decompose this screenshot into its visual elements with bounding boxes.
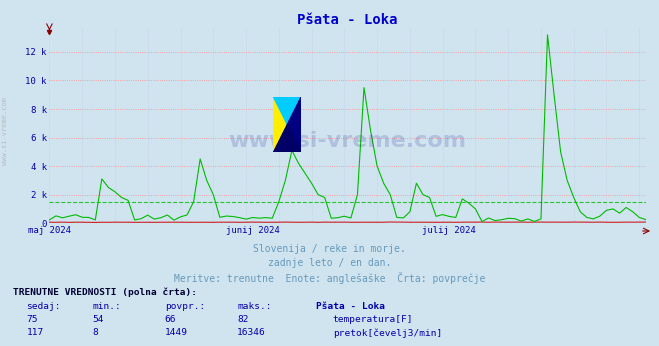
Text: 16346: 16346 xyxy=(237,328,266,337)
Text: 75: 75 xyxy=(26,315,38,324)
Text: 8: 8 xyxy=(92,328,98,337)
Polygon shape xyxy=(287,97,301,152)
Text: Meritve: trenutne  Enote: anglešaške  Črta: povprečje: Meritve: trenutne Enote: anglešaške Črta… xyxy=(174,272,485,284)
Text: 54: 54 xyxy=(92,315,103,324)
Text: 66: 66 xyxy=(165,315,176,324)
Text: sedaj:: sedaj: xyxy=(26,302,61,311)
Text: Slovenija / reke in morje.: Slovenija / reke in morje. xyxy=(253,244,406,254)
Text: temperatura[F]: temperatura[F] xyxy=(333,315,413,324)
Text: TRENUTNE VREDNOSTI (polna črta):: TRENUTNE VREDNOSTI (polna črta): xyxy=(13,288,197,297)
Text: pretok[čevelj3/min]: pretok[čevelj3/min] xyxy=(333,328,442,337)
Text: maks.:: maks.: xyxy=(237,302,272,311)
Text: 117: 117 xyxy=(26,328,43,337)
Text: www.si-vreme.com: www.si-vreme.com xyxy=(229,131,467,151)
Text: 1449: 1449 xyxy=(165,328,188,337)
Text: Pšata - Loka: Pšata - Loka xyxy=(316,302,386,311)
Polygon shape xyxy=(273,97,287,152)
Text: www.si-vreme.com: www.si-vreme.com xyxy=(2,98,9,165)
Title: Pšata - Loka: Pšata - Loka xyxy=(297,12,398,27)
Polygon shape xyxy=(273,125,301,152)
Text: povpr.:: povpr.: xyxy=(165,302,205,311)
Text: zadnje leto / en dan.: zadnje leto / en dan. xyxy=(268,258,391,268)
Text: min.:: min.: xyxy=(92,302,121,311)
Polygon shape xyxy=(273,97,301,125)
Text: 82: 82 xyxy=(237,315,248,324)
